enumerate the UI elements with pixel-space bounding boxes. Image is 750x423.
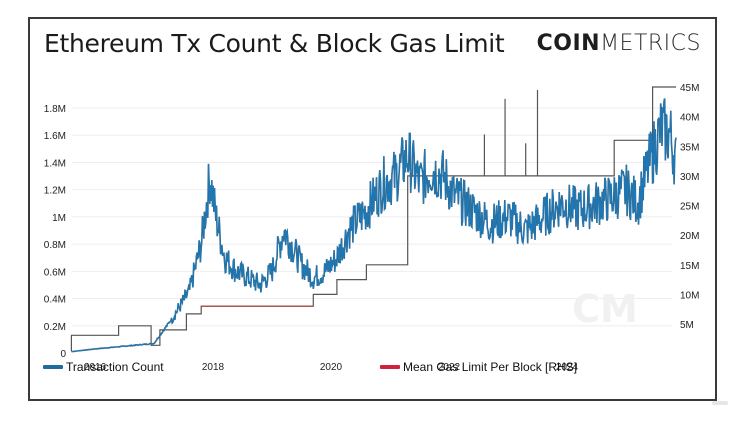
- gas-limit-line: [70, 86, 677, 352]
- y-tick-right: 5M: [680, 320, 694, 331]
- corner-decoration: [712, 401, 728, 405]
- y-tick-left: 0: [60, 349, 66, 360]
- coinmetrics-logo: COINMETRICS: [537, 31, 701, 56]
- y-tick-left: 1.2M: [44, 186, 66, 197]
- legend-swatch-blue: [43, 365, 63, 369]
- y-tick-left: 0.4M: [44, 295, 66, 306]
- y-tick-left: 1.8M: [44, 104, 66, 115]
- y-tick-right: 20M: [680, 231, 699, 242]
- x-tick: 2020: [320, 362, 343, 373]
- legend-swatch-red: [380, 365, 400, 369]
- y-tick-right: 25M: [680, 202, 699, 213]
- y-tick-right: 35M: [680, 142, 699, 153]
- legend-label: Mean Gas Limit Per Block [RHS]: [403, 360, 578, 374]
- y-tick-left: 0.6M: [44, 267, 66, 278]
- y-tick-right: 45M: [680, 83, 699, 94]
- logo-light-part: METRICS: [600, 31, 701, 56]
- y-tick-right: 15M: [680, 261, 699, 272]
- x-tick: 2018: [202, 362, 225, 373]
- watermark-logo: CM: [572, 287, 638, 331]
- logo-bold-part: COIN: [536, 31, 601, 56]
- legend-item-gas-limit: Mean Gas Limit Per Block [RHS]: [380, 360, 577, 374]
- y-tick-left: 1.4M: [44, 158, 66, 169]
- x-tick: 2016: [84, 362, 107, 373]
- legend-label: Transaction Count: [66, 360, 164, 374]
- x-tick: 2022: [438, 362, 461, 373]
- y-tick-left: 1M: [52, 213, 66, 224]
- y-tick-right: 10M: [680, 290, 699, 301]
- chart-title: Ethereum Tx Count & Block Gas Limit: [44, 29, 505, 58]
- y-tick-right: 40M: [680, 113, 699, 124]
- y-tick-right: 30M: [680, 172, 699, 183]
- x-tick: 2024: [556, 362, 579, 373]
- transaction-count-line: [71, 98, 677, 353]
- y-tick-left: 0.8M: [44, 240, 66, 251]
- legend-item-transaction-count: Transaction Count: [43, 360, 164, 374]
- y-tick-left: 1.6M: [44, 131, 66, 142]
- y-tick-left: 0.2M: [44, 322, 66, 333]
